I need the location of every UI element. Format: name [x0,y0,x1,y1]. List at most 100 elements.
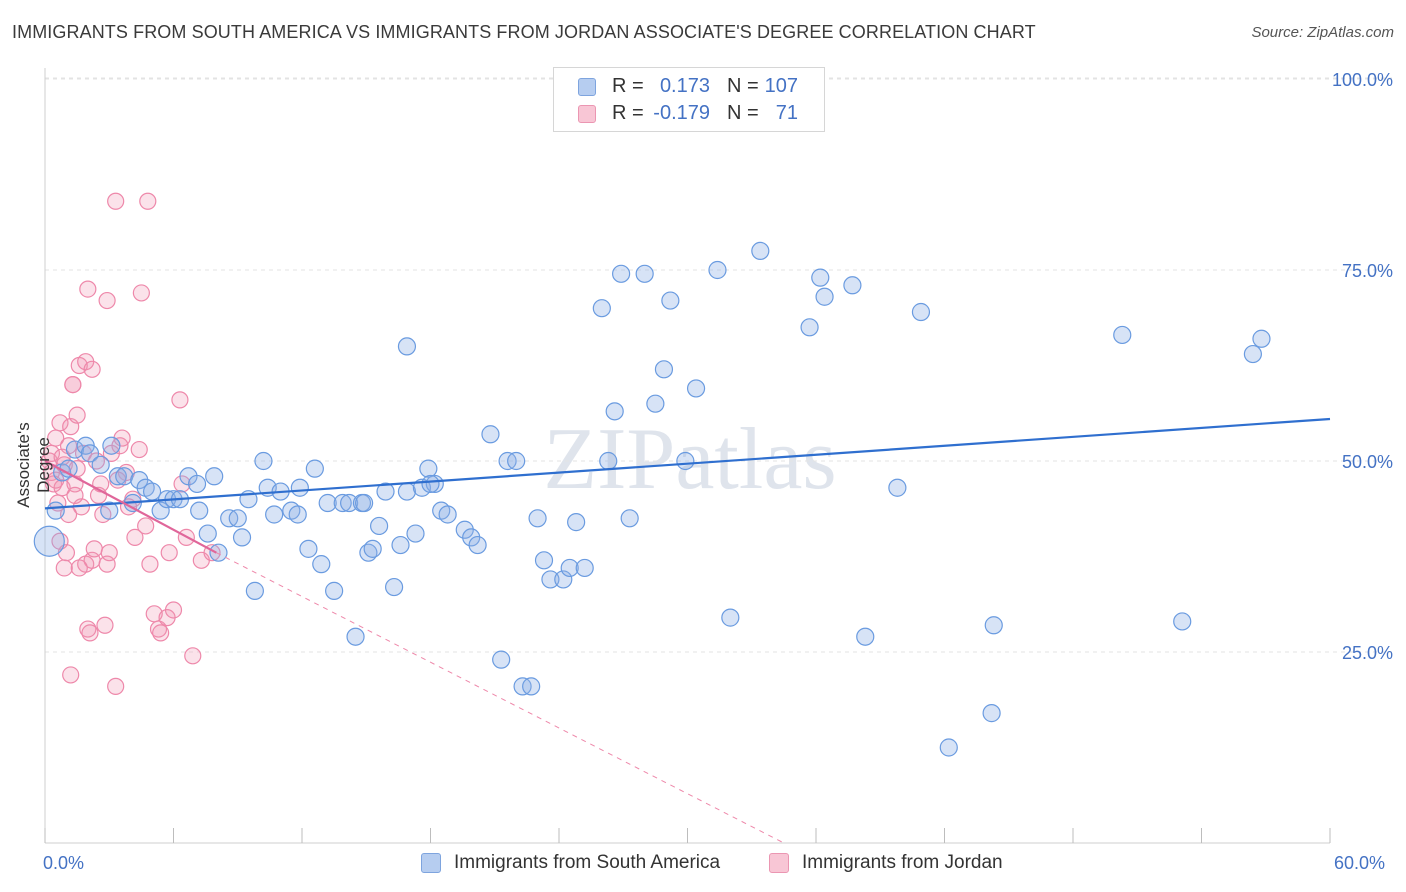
data-point-south-america [661,291,680,310]
data-point-jordan [42,444,61,462]
legend-swatch-pink [578,105,596,123]
data-point-south-america [130,471,149,490]
data-point-south-america [205,467,224,486]
legend-n-value: 107 [764,75,798,97]
legend-swatch-pink [769,853,789,873]
data-point-south-america [115,467,134,486]
data-point-jordan [51,414,69,432]
data-point-south-america [468,535,487,555]
data-point-jordan [81,624,99,642]
data-point-jordan [100,544,118,562]
legend-row-south-america: R = 0.173 N = 107 [554,75,824,101]
legend-swatch-blue [578,78,596,96]
trend-line-south-america [44,417,1331,510]
axes [44,68,1331,844]
data-point-jordan [98,291,116,310]
data-point-south-america [686,379,706,398]
data-point-jordan [96,616,114,634]
watermark: ZIPatlas [543,411,836,508]
series-south-america-points [33,241,1271,757]
data-point-jordan [171,391,189,409]
data-point-south-america [290,478,309,497]
data-point-south-america [811,268,830,287]
data-point-south-america [142,482,162,501]
data-point-south-america [599,451,618,471]
y-tick-label: 50.0% [1342,452,1393,472]
data-point-jordan [83,360,101,378]
data-point-jordan [137,517,155,535]
data-point-south-america [492,650,511,669]
data-point-jordan [107,677,125,695]
data-point-south-america [554,570,573,589]
data-point-south-america [815,287,834,306]
legend-r-label: R = [612,75,644,97]
data-point-south-america [397,482,417,501]
data-point-jordan [70,559,88,577]
data-point-south-america [575,558,594,578]
data-point-south-america [391,535,410,555]
data-point-south-america [1173,612,1192,631]
data-point-south-america [939,738,958,757]
data-point-south-america [462,528,481,547]
data-point-south-america [984,616,1003,635]
data-point-south-america [91,455,110,474]
data-point-south-america [325,581,344,600]
data-point-south-america [425,474,444,494]
data-point-jordan [66,486,84,504]
data-point-south-america [187,474,207,494]
data-point-south-america [751,241,770,260]
data-point-south-america [635,264,654,283]
data-point-south-america [620,509,639,528]
data-point-jordan [55,559,73,577]
data-point-south-america [333,493,352,513]
data-point-south-america [982,704,1001,723]
legend-n-value: 71 [775,102,798,124]
data-point-south-america [646,394,665,413]
data-point-south-america [800,318,819,337]
data-point-south-america [363,539,382,558]
data-point-jordan [79,280,97,298]
data-point-south-america [340,493,359,513]
data-point-south-america [1252,329,1271,348]
data-point-south-america [612,264,631,283]
grid-lines [45,77,1392,653]
data-point-south-america [419,459,438,478]
data-point-south-america [455,520,474,539]
x-tick-min: 0.0% [43,853,85,873]
legend-row-jordan: R = -0.179 N = 71 [554,102,824,128]
data-point-south-america [288,505,307,524]
data-point-south-america [888,478,907,497]
data-point-south-america [265,505,284,524]
data-point-jordan [152,624,170,642]
legend-r-label: R = [612,102,644,124]
data-point-south-america [228,509,247,528]
data-point-south-america [100,501,119,520]
data-point-jordan [173,475,191,493]
data-point-south-america [856,627,875,646]
data-point-south-america [102,436,121,455]
data-point-south-america [254,451,273,471]
data-point-south-america [676,451,695,471]
legend-swatch-blue [421,853,441,873]
data-point-south-america [567,513,586,532]
y-tick-label: 75.0% [1342,261,1393,281]
data-point-south-america [346,627,365,646]
data-point-south-america [1113,325,1132,345]
data-point-south-america [80,444,100,463]
source-label: Source: ZipAtlas.com [1251,24,1394,41]
x-tick-max: 60.0% [1334,853,1386,873]
data-point-jordan [132,284,150,302]
data-point-south-america [376,482,395,501]
data-point-south-america [541,570,560,589]
data-point-south-america [507,451,526,471]
data-point-south-america [406,524,425,543]
data-point-jordan [184,647,202,665]
data-point-jordan [139,192,157,210]
data-point-south-america [384,577,404,597]
legend-label: Immigrants from Jordan [802,852,1003,873]
data-point-jordan [107,192,125,210]
data-point-south-america [654,360,674,379]
data-point-jordan [64,376,82,394]
data-point-south-america [151,501,170,520]
